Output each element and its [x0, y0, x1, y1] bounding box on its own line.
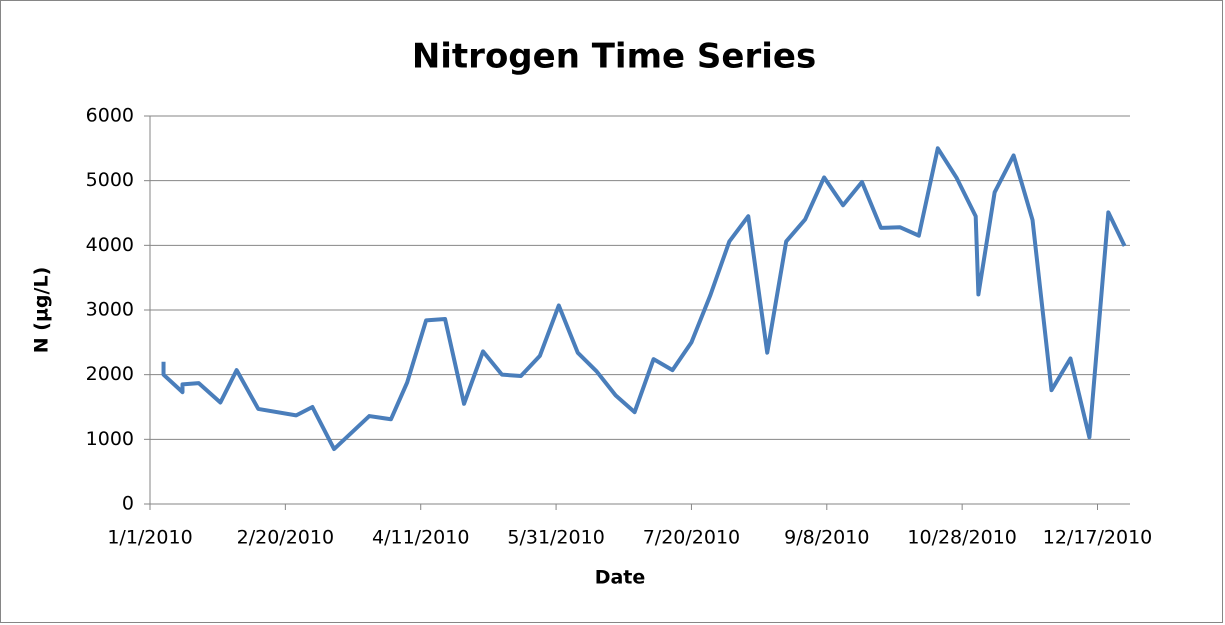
x-axis-title: Date	[595, 567, 646, 589]
y-tick-label: 0	[122, 493, 134, 515]
x-tick-label: 5/31/2010	[507, 527, 604, 549]
data-line	[161, 146, 1127, 452]
x-tick-label: 10/28/2010	[907, 527, 1017, 549]
x-tick-label: 4/11/2010	[372, 527, 469, 549]
x-tick-label: 12/17/2010	[1043, 527, 1153, 549]
y-tick-label: 1000	[86, 428, 134, 450]
y-tick-label: 3000	[86, 299, 134, 321]
y-axis-title: N (µg/L)	[31, 267, 53, 354]
y-tick-label: 2000	[86, 363, 134, 385]
x-tick-label: 2/20/2010	[237, 527, 334, 549]
y-tick-label: 5000	[86, 169, 134, 191]
y-tick-label: 4000	[86, 234, 134, 256]
y-tick-label: 6000	[86, 105, 134, 127]
x-tick-label: 7/20/2010	[643, 527, 740, 549]
chart-title: Nitrogen Time Series	[412, 37, 816, 77]
x-tick-label: 1/1/2010	[107, 527, 192, 549]
x-tick-label: 9/8/2010	[784, 527, 869, 549]
